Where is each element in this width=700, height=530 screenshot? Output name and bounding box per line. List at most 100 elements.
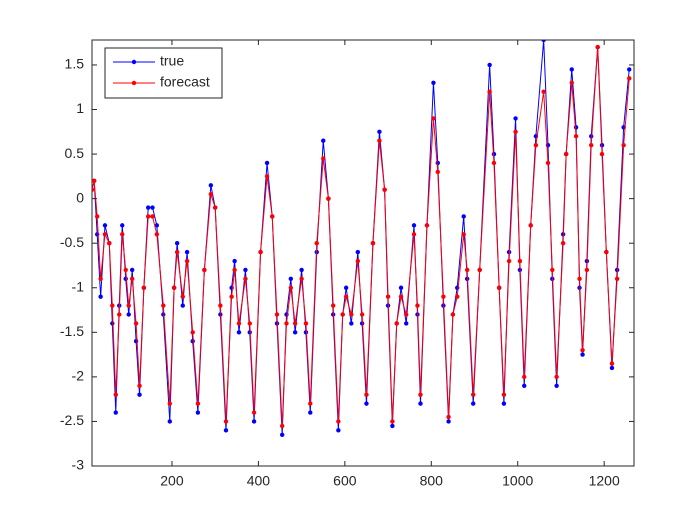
data-point [126, 312, 131, 317]
data-point [533, 142, 539, 148]
data-point [288, 285, 294, 290]
data-point [477, 267, 482, 273]
y-tick-label: -1 [72, 278, 85, 294]
data-point [604, 249, 609, 255]
data-point [232, 267, 237, 273]
legend-marker [131, 80, 137, 86]
data-point [133, 321, 139, 326]
data-point [223, 419, 229, 424]
legend-label: forecast [160, 74, 210, 90]
y-tick-label: 0 [76, 189, 84, 205]
data-point [390, 419, 395, 424]
data-point [455, 294, 460, 299]
data-point [487, 89, 492, 94]
data-point [141, 285, 147, 290]
data-point [299, 276, 304, 282]
data-point [92, 187, 95, 192]
data-point [435, 160, 440, 166]
data-point [292, 330, 298, 335]
data-point [279, 423, 285, 429]
data-point [435, 169, 440, 175]
data-point [513, 116, 518, 121]
data-point [167, 419, 172, 424]
y-tick-label: 1.5 [65, 56, 85, 72]
data-point [218, 303, 223, 308]
data-point [560, 240, 566, 246]
y-tick-label: -2.5 [60, 412, 84, 428]
data-point [418, 392, 423, 397]
data-point [284, 321, 289, 326]
data-point [137, 383, 142, 388]
data-point [195, 410, 201, 415]
plot-area [91, 39, 635, 467]
data-point [501, 401, 507, 406]
data-point [359, 312, 365, 317]
data-point [355, 249, 361, 255]
data-point [450, 312, 456, 317]
data-point [94, 214, 100, 219]
data-point [98, 294, 103, 299]
data-point [471, 392, 476, 397]
data-point [180, 303, 185, 308]
data-point [190, 339, 195, 344]
y-tick-label: -0.5 [60, 234, 84, 250]
data-point [208, 183, 214, 188]
data-point [113, 392, 118, 397]
data-point [180, 294, 185, 299]
data-point [550, 267, 555, 273]
data-point [343, 285, 349, 290]
y-tick-label: 1 [76, 100, 84, 116]
data-point [595, 44, 600, 50]
data-point [232, 258, 237, 264]
data-point [107, 240, 112, 246]
data-point [461, 214, 466, 219]
data-point [326, 196, 331, 201]
data-point [336, 428, 341, 433]
data-point [370, 240, 376, 246]
data-point [190, 330, 195, 335]
data-point [627, 67, 632, 72]
data-point [129, 276, 135, 282]
data-point [279, 432, 285, 438]
data-point [154, 232, 160, 237]
data-point [137, 392, 142, 397]
data-point [247, 321, 252, 326]
data-point [212, 205, 218, 210]
x-tick-label: 600 [333, 473, 357, 489]
data-point [394, 321, 399, 326]
data-point [343, 294, 349, 299]
x-tick-label: 1200 [589, 473, 620, 489]
data-point [621, 142, 626, 148]
data-point [92, 178, 97, 184]
data-point [274, 312, 280, 317]
data-point [236, 321, 242, 326]
data-point [102, 223, 108, 228]
data-point [404, 321, 409, 326]
y-tick-label: -2 [72, 368, 85, 384]
data-point [102, 232, 108, 237]
data-point [303, 321, 309, 326]
y-tick-label: -3 [72, 457, 85, 473]
data-point [461, 232, 466, 237]
data-point [195, 401, 201, 406]
data-point [161, 303, 166, 308]
data-point [171, 285, 177, 290]
data-point [288, 276, 294, 282]
data-point [321, 138, 326, 143]
data-point [129, 267, 135, 273]
data-point [398, 285, 404, 290]
data-point [513, 129, 518, 134]
data-point [411, 232, 417, 237]
data-point [554, 374, 559, 380]
data-point [390, 423, 395, 429]
data-point [614, 276, 620, 282]
data-point [184, 258, 190, 264]
data-point [314, 240, 319, 246]
data-point [627, 76, 632, 81]
data-point [98, 276, 103, 282]
data-point [264, 174, 270, 179]
data-point [522, 383, 527, 388]
data-point [464, 267, 470, 273]
data-point [573, 134, 579, 139]
